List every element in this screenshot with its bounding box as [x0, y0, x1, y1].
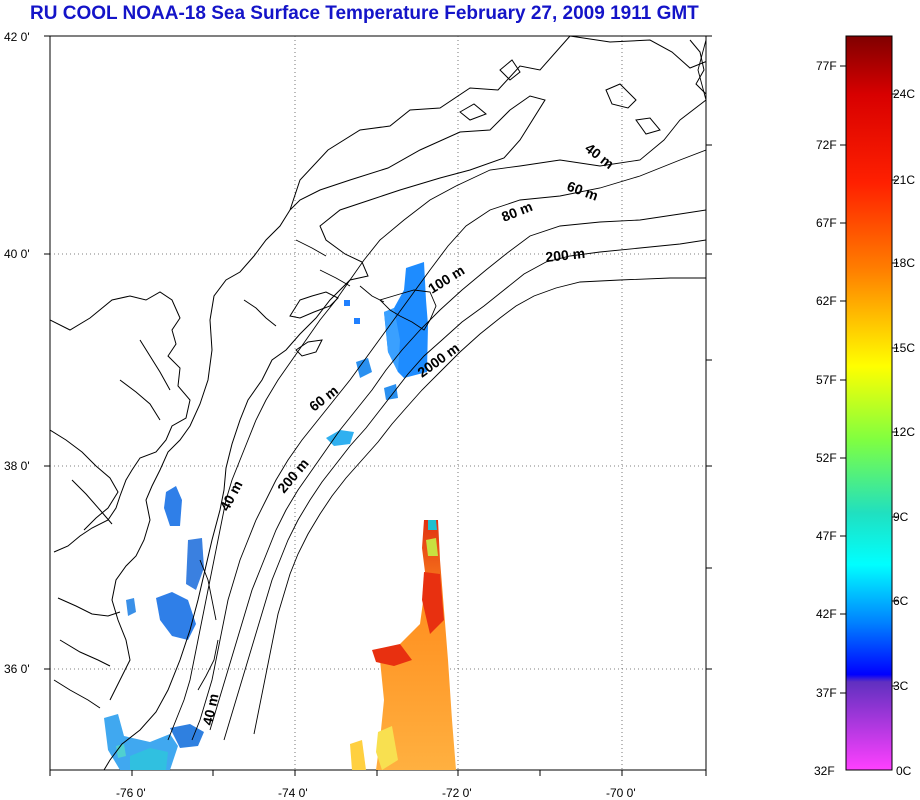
coastline — [50, 36, 706, 770]
colorbar-ticks — [840, 65, 898, 694]
lat-label-40: 40 0' — [4, 247, 30, 261]
colorbar-label-f: 37F — [816, 686, 837, 700]
map-frame — [49, 35, 707, 771]
lon-label-76: -76 0' — [116, 786, 146, 800]
colorbar-label-c: 12C — [893, 425, 916, 439]
map-title: RU COOL NOAA-18 Sea Surface Temperature … — [30, 3, 699, 24]
isobath-label-200m-north: 200 m — [545, 245, 586, 265]
colorbar-label-c: 3C — [893, 679, 909, 693]
colorbar-label-f: 67F — [816, 216, 837, 230]
lat-label-38: 38 0' — [4, 459, 30, 473]
isobaths — [167, 39, 706, 741]
colorbar-label-f: 72F — [816, 138, 837, 152]
colorbar-label-f: 62F — [816, 294, 837, 308]
colorbar-label-f: 47F — [816, 529, 837, 543]
colorbar-label-c: 9C — [893, 510, 909, 524]
lon-label-72: -72 0' — [442, 786, 472, 800]
colorbar-label-f: 57F — [816, 373, 837, 387]
lat-label-36: 36 0' — [4, 662, 30, 676]
colorbar — [845, 35, 893, 771]
lon-label-74: -74 0' — [278, 786, 308, 800]
isobath-label-40m-south: 40 m — [199, 692, 221, 727]
sst-patch-delaware — [326, 430, 354, 446]
graticule — [50, 36, 706, 770]
sst-patch-ny-bight-edge — [384, 308, 400, 372]
colorbar-label-f: 77F — [816, 59, 837, 73]
colorbar-label-f: 32F — [814, 764, 835, 778]
colorbar-label-c: 24C — [893, 87, 916, 101]
colorbar-label-c: 21C — [893, 173, 916, 187]
lon-label-70: -70 0' — [606, 786, 636, 800]
colorbar-label-c: 0C — [896, 764, 912, 778]
sst-patch-chesapeake — [164, 486, 182, 526]
colorbar-label-c: 6C — [893, 594, 909, 608]
sst-patches — [104, 262, 456, 770]
colorbar-label-f: 42F — [816, 607, 837, 621]
colorbar-label-c: 15C — [893, 341, 916, 355]
lat-label-42: 42 0' — [4, 30, 30, 44]
colorbar-label-c: 18C — [893, 256, 916, 270]
frame-ticks — [44, 35, 712, 776]
colorbar-label-f: 52F — [816, 451, 837, 465]
